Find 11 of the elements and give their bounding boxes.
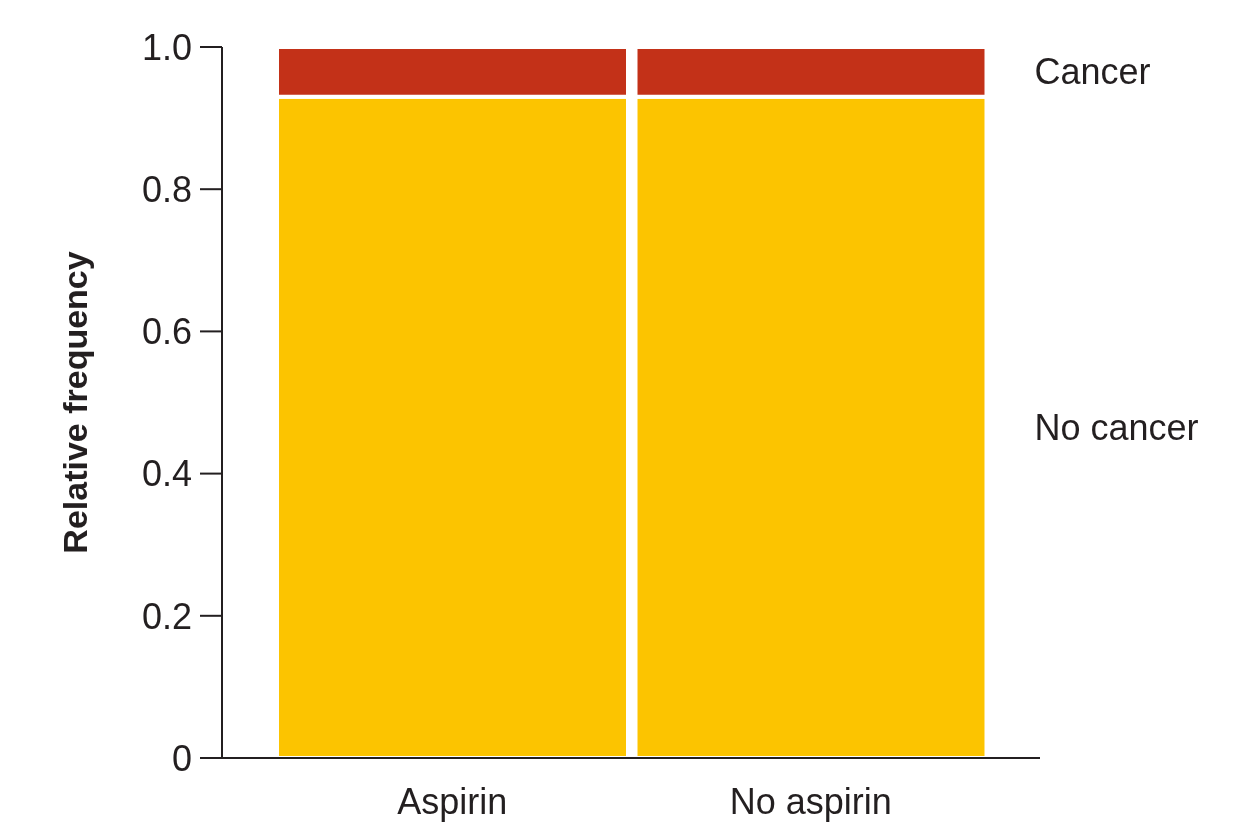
- x-tick-label: No aspirin: [729, 780, 892, 822]
- series-label: No cancer: [1034, 406, 1199, 448]
- x-tick-label: Aspirin: [397, 780, 508, 822]
- y-axis-title: Relative frequency: [56, 251, 94, 554]
- y-tick-label: 0.8: [141, 168, 192, 210]
- y-tick-label: 0: [171, 737, 192, 779]
- series-label: Cancer: [1034, 51, 1151, 93]
- y-tick-label: 0.6: [141, 311, 192, 353]
- y-tick-label: 0.4: [141, 453, 192, 495]
- y-tick-label: 0.2: [141, 595, 192, 637]
- y-tick-label: 1.0: [141, 26, 192, 68]
